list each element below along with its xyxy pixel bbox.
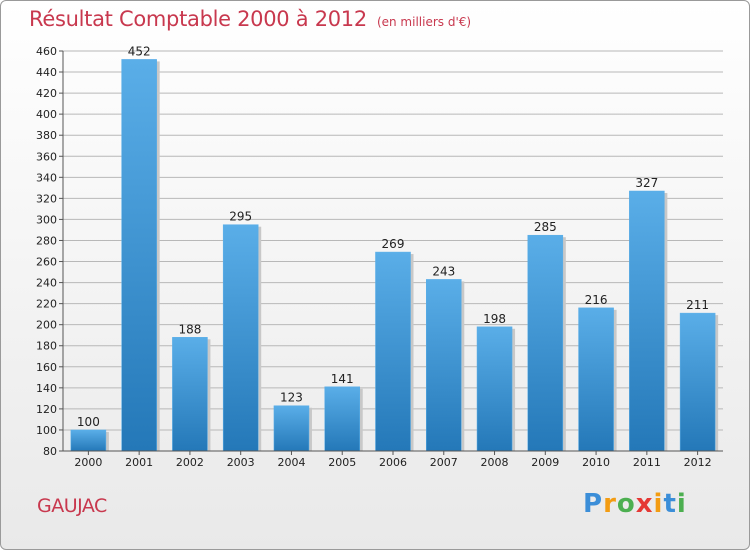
y-tick-label: 100 — [36, 424, 57, 437]
bar-2003 — [222, 224, 259, 452]
commune-name: GAUJAC — [37, 495, 107, 517]
y-tick-label: 160 — [36, 361, 57, 374]
x-tick-label-2005: 2005 — [328, 456, 356, 469]
data-label-2006: 269 — [382, 237, 405, 251]
x-tick-label-2000: 2000 — [74, 456, 102, 469]
y-tick-label: 140 — [36, 382, 57, 395]
y-tick-label: 260 — [36, 256, 57, 269]
chart-title: Résultat Comptable 2000 à 2012 (en millie… — [29, 7, 471, 31]
x-tick-label-2012: 2012 — [684, 456, 712, 469]
y-tick-label: 280 — [36, 234, 57, 247]
proxiti-logo: Proxiti — [583, 489, 687, 519]
logo-letter: o — [616, 489, 636, 519]
y-tick-label: 360 — [36, 150, 57, 163]
bar-2000 — [70, 429, 107, 452]
y-tick-label: 300 — [36, 213, 57, 226]
logo-letter: r — [603, 489, 617, 519]
x-tick-label-2004: 2004 — [277, 456, 305, 469]
data-label-2002: 188 — [178, 322, 201, 336]
x-tick-label-2011: 2011 — [633, 456, 661, 469]
chart-title-text: Résultat Comptable 2000 à 2012 — [29, 7, 367, 31]
logo-letter: P — [583, 489, 604, 519]
bar-2007 — [426, 279, 462, 452]
data-label-2011: 327 — [635, 176, 658, 190]
y-tick-label: 340 — [36, 171, 57, 184]
bars: 100 452 188 295 123 141 269 243 198 285 216 327 211 — [70, 44, 719, 452]
y-tick-label: 380 — [36, 129, 57, 142]
logo-letter: x — [635, 489, 654, 519]
data-label-2003: 295 — [229, 210, 252, 224]
y-tick-label: 180 — [36, 340, 57, 353]
bar-2012 — [679, 312, 716, 452]
y-tick-label: 440 — [36, 66, 57, 79]
x-tick-label-2001: 2001 — [125, 456, 153, 469]
x-tick-label-2003: 2003 — [227, 456, 255, 469]
bar-2010 — [578, 307, 614, 452]
x-tick-label-2010: 2010 — [582, 456, 610, 469]
data-label-2005: 141 — [331, 372, 354, 386]
y-tick-label: 120 — [36, 403, 57, 416]
bar-2001 — [121, 59, 157, 452]
data-label-2010: 216 — [585, 293, 608, 307]
logo-letter: t — [663, 489, 677, 519]
y-tick-label: 80 — [43, 445, 57, 458]
bar-2004 — [273, 405, 310, 452]
logo-letter: i — [653, 489, 664, 519]
data-label-2004: 123 — [280, 391, 303, 405]
x-tick-label-2002: 2002 — [176, 456, 204, 469]
data-label-2001: 452 — [128, 44, 151, 58]
bar-2005 — [324, 386, 360, 452]
x-tick-label-2008: 2008 — [481, 456, 509, 469]
y-tick-label: 460 — [36, 45, 57, 58]
data-label-2008: 198 — [483, 312, 506, 326]
data-label-2009: 285 — [534, 220, 557, 234]
logo-letter: i — [676, 489, 687, 519]
y-tick-label: 240 — [36, 277, 57, 290]
bar-2011 — [629, 190, 665, 452]
y-tick-label: 400 — [36, 108, 57, 121]
chart-subtitle: (en milliers d'€) — [376, 15, 472, 29]
data-label-2007: 243 — [432, 264, 455, 278]
data-label-2012: 211 — [686, 298, 709, 312]
y-tick-label: 220 — [36, 298, 57, 311]
x-tick-label-2007: 2007 — [430, 456, 458, 469]
bar-2002 — [172, 337, 208, 452]
bar-2009 — [527, 234, 564, 452]
bar-2008 — [476, 326, 513, 452]
axes: 80 100 120 140 160 180 200 220 240 260 280 300 320 34… — [36, 45, 723, 469]
x-tick-label-2009: 2009 — [531, 456, 559, 469]
y-tick-label: 420 — [36, 87, 57, 100]
x-tick-label-2006: 2006 — [379, 456, 407, 469]
y-tick-label: 200 — [36, 319, 57, 332]
y-tick-label: 320 — [36, 192, 57, 205]
data-label-2000: 100 — [77, 415, 100, 429]
bar-2006 — [375, 251, 411, 452]
